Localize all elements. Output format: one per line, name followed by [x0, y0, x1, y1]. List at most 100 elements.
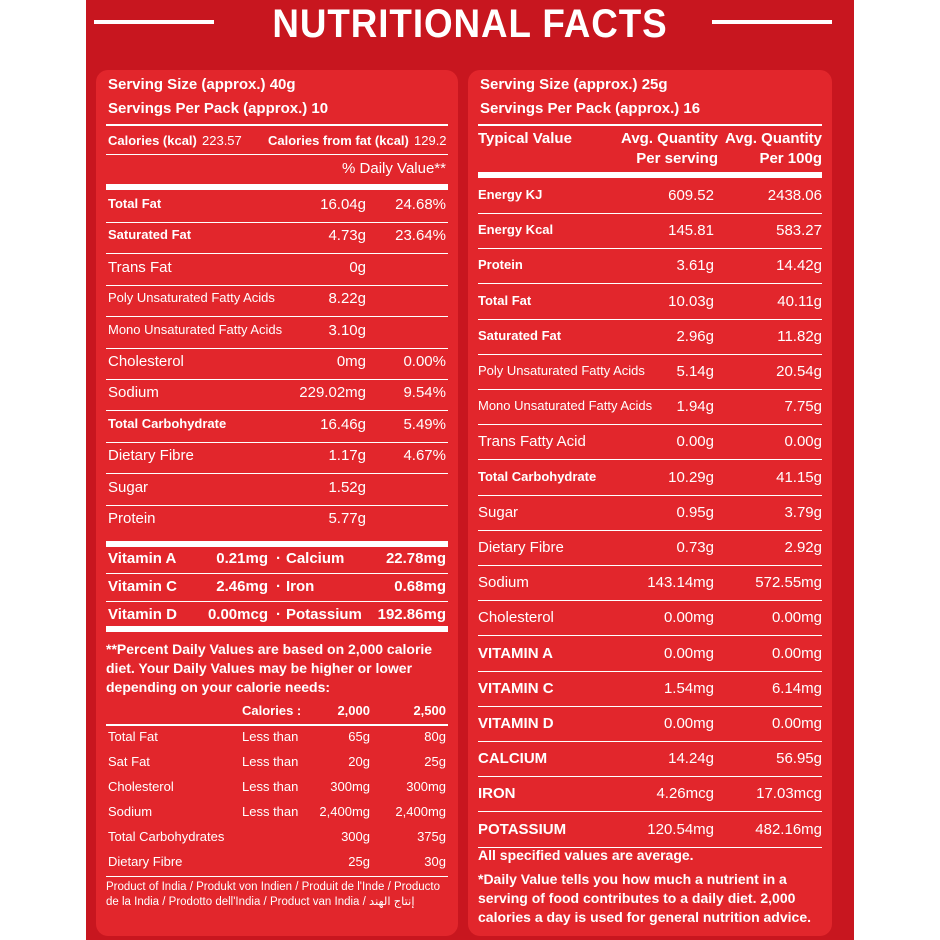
nutrient-name: VITAMIN C	[478, 679, 554, 697]
row-divider	[106, 410, 448, 412]
title-bar: NUTRITIONAL FACTS	[86, 0, 854, 58]
row-divider	[478, 248, 822, 250]
nutrition-label: NUTRITIONAL FACTS Serving Size (approx.)…	[86, 0, 854, 940]
ref-limit: Less than	[242, 779, 299, 794]
mineral-bullet: ·	[276, 606, 281, 623]
nutrient-name: Energy Kcal	[478, 222, 554, 238]
nutrient-name: VITAMIN A	[478, 644, 553, 662]
ref-2000: 300g	[341, 829, 370, 844]
nutrient-name: Trans Fatty Acid	[478, 433, 586, 451]
nutrient-per-100g: 583.27	[776, 222, 822, 240]
nutrient-per-100g: 6.14mg	[771, 679, 822, 697]
nutrient-name: Poly Unsaturated Fatty Acids	[108, 290, 275, 306]
nutrient-per-100g: 40.11g	[777, 292, 822, 310]
nutrient-name: Saturated Fat	[478, 327, 562, 343]
title-rule-right	[712, 20, 832, 24]
servings-per-pack: Servings Per Pack (approx.) 16	[480, 100, 701, 117]
nutrient-per-100g: 2.92g	[784, 539, 822, 556]
row-divider	[478, 565, 822, 566]
nutrient-amount: 16.04g	[320, 196, 366, 213]
nutrient-amount: 1.52g	[328, 478, 366, 496]
row-divider	[106, 316, 448, 318]
col-per-100g-1: Avg. Quantity	[725, 130, 822, 147]
nutrient-name: Sodium	[478, 574, 529, 592]
nutrient-per-100g: 0.00g	[784, 433, 822, 451]
col-typical-value: Typical Value	[478, 130, 572, 147]
ref-name: Sodium	[108, 804, 153, 819]
nutrient-per-100g: 0.00mg	[771, 715, 822, 732]
nutrient-name: Cholesterol	[108, 353, 184, 370]
nutrient-per-100g: 56.95g	[776, 750, 822, 768]
nutrient-per-serving: 1.94g	[676, 398, 714, 416]
ref-2500: 2,400mg	[395, 804, 446, 819]
col-per-serving-2: Per serving	[636, 150, 718, 167]
nutrient-per-serving: 1.54mg	[663, 679, 714, 697]
row-divider	[478, 846, 822, 848]
nutrient-name: IRON	[478, 785, 516, 803]
ref-2500: 80g	[424, 729, 446, 744]
ref-2500: 25g	[424, 754, 446, 769]
vitamin-name: Vitamin A	[108, 550, 177, 567]
row-divider	[106, 379, 448, 380]
vitamin-amount: 0.00mcg	[207, 606, 268, 623]
nutrient-daily-value: 0.00%	[403, 353, 446, 370]
origin-text: Product of India / Produkt von Indien / …	[106, 881, 440, 908]
nutrient-per-serving: 0.73g	[676, 539, 714, 556]
nutrient-name: Sodium	[108, 384, 159, 402]
calories-fat-label: Calories from fat (kcal)	[268, 133, 409, 148]
ref-name: Cholesterol	[108, 779, 174, 794]
nutrient-name: Sugar	[108, 478, 149, 496]
nutrient-name: Trans Fat	[108, 258, 172, 276]
row-divider	[478, 459, 822, 461]
nutrient-per-100g: 14.42g	[776, 257, 822, 275]
row-divider	[106, 284, 448, 286]
nutrient-daily-value: 9.54%	[403, 384, 446, 402]
nutrient-amount: 16.46g	[320, 415, 366, 433]
nutrient-per-serving: 143.14mg	[647, 574, 714, 592]
mineral-amount: 22.78mg	[385, 550, 446, 567]
nutrient-per-serving: 0.00g	[676, 433, 714, 451]
row-divider	[478, 670, 822, 672]
nutrient-per-100g: 17.03mcg	[756, 785, 822, 803]
nutrient-name: Energy KJ	[478, 187, 543, 202]
calories-label: Calories (kcal)	[108, 133, 197, 148]
nutrient-per-100g: 3.79g	[784, 503, 822, 521]
serving-size: Serving Size (approx.) 40g	[108, 76, 296, 93]
note-daily-value: *Daily Value tells you how much a nutrie…	[478, 871, 811, 925]
nutrient-name: VITAMIN D	[478, 715, 554, 732]
col-per-serving-1: Avg. Quantity	[621, 130, 718, 147]
mineral-amount: 192.86mg	[377, 606, 446, 623]
row-divider	[478, 600, 822, 602]
row-divider	[478, 494, 822, 496]
nutrient-per-serving: 609.52	[668, 187, 714, 204]
row-divider	[478, 741, 822, 742]
nutrient-amount: 229.02mg	[299, 384, 366, 402]
nutrient-per-serving: 14.24g	[668, 750, 714, 768]
nutrient-per-100g: 0.00mg	[771, 609, 822, 627]
row-divider	[478, 811, 822, 813]
row-divider	[478, 318, 822, 320]
nutrient-per-serving: 0.00mg	[663, 609, 714, 627]
divider-thick	[478, 172, 822, 178]
row-divider	[478, 213, 822, 214]
nutrient-per-100g: 0.00mg	[771, 644, 822, 662]
nutrient-name: Total Fat	[478, 292, 532, 308]
ref-limit: Less than	[242, 754, 299, 769]
ref-2500: 30g	[424, 854, 446, 869]
row-divider	[478, 389, 822, 390]
ref-col-2000: 2,000	[337, 703, 370, 718]
nutrient-daily-value: 23.64%	[395, 227, 446, 245]
nutrient-daily-value: 5.49%	[403, 415, 446, 433]
vitamin-amount: 0.21mg	[216, 550, 268, 567]
nutrient-per-serving: 145.81	[668, 222, 714, 240]
row-divider	[106, 473, 448, 475]
nutrient-per-serving: 4.26mcg	[656, 785, 714, 803]
nutrient-per-100g: 41.15g	[776, 468, 822, 486]
divider-thick	[106, 541, 448, 547]
nutrient-per-serving: 5.14g	[676, 363, 714, 380]
ref-2000: 20g	[348, 754, 370, 769]
row-divider	[478, 424, 822, 426]
ref-2000: 2,400mg	[319, 804, 370, 819]
ref-calories-label: Calories :	[242, 703, 302, 718]
nutrient-name: Mono Unsaturated Fatty Acids	[108, 321, 283, 337]
